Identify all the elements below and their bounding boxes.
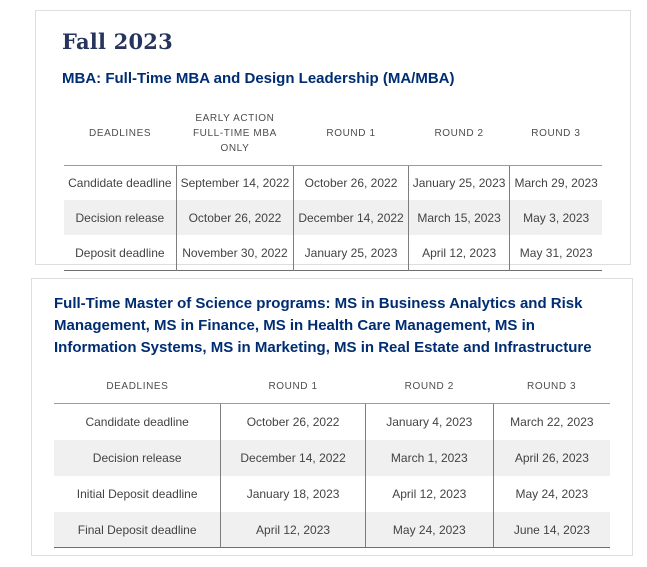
date-cell: May 24, 2023 xyxy=(364,511,494,548)
date-cell: January 25, 2023 xyxy=(293,235,409,271)
date-cell: March 29, 2023 xyxy=(509,165,602,201)
table-row-candidate-deadline: Candidate deadline October 26, 2022 Janu… xyxy=(54,403,610,440)
term-title: Fall 2023 xyxy=(62,29,173,54)
date-cell: April 12, 2023 xyxy=(220,511,366,548)
column-header-deadlines: DEADLINES xyxy=(64,101,177,166)
column-header-round-3: ROUND 3 xyxy=(509,101,602,166)
row-label-cell: Candidate deadline xyxy=(68,176,172,190)
mba-table-header-row: DEADLINES EARLY ACTION FULL-TIME MBA ONL… xyxy=(64,101,602,166)
date-cell: March 15, 2023 xyxy=(407,200,510,236)
column-header-early-action: EARLY ACTION FULL-TIME MBA ONLY xyxy=(176,101,294,166)
date-cell: June 14, 2023 xyxy=(492,511,610,548)
row-label-cell: Candidate deadline xyxy=(85,415,189,429)
ms-deadlines-table: DEADLINES ROUND 1 ROUND 2 ROUND 3 Candid… xyxy=(54,370,610,549)
mba-section-heading: MBA: Full-Time MBA and Design Leadership… xyxy=(62,70,455,87)
table-row-deposit-deadline: Deposit deadline November 30, 2022 Janua… xyxy=(64,235,602,271)
mba-deadlines-table: DEADLINES EARLY ACTION FULL-TIME MBA ONL… xyxy=(64,101,602,271)
ms-table-header-row: DEADLINES ROUND 1 ROUND 2 ROUND 3 xyxy=(54,370,610,405)
ms-section-heading: Full-Time Master of Science programs: MS… xyxy=(54,295,592,356)
column-header-round-2: ROUND 2 xyxy=(408,101,510,166)
row-label-cell: Initial Deposit deadline xyxy=(76,486,198,501)
date-cell: May 24, 2023 xyxy=(492,475,610,512)
date-cell: January 4, 2023 xyxy=(364,403,494,440)
column-header-deadlines: DEADLINES xyxy=(54,370,221,405)
row-label-cell: Decision release xyxy=(75,210,165,225)
mba-deadlines-card: Fall 2023 MBA: Full-Time MBA and Design … xyxy=(35,10,631,271)
row-label-cell: Deposit deadline xyxy=(75,245,165,260)
date-cell: October 26, 2022 xyxy=(220,403,366,440)
date-cell: April 12, 2023 xyxy=(364,475,494,512)
date-cell: December 14, 2022 xyxy=(220,439,366,476)
column-header-round-1: ROUND 1 xyxy=(220,370,366,405)
date-cell: March 1, 2023 xyxy=(364,439,494,476)
date-cell: November 30, 2022 xyxy=(175,235,294,271)
date-cell: April 26, 2023 xyxy=(492,439,610,476)
column-header-round-3: ROUND 3 xyxy=(493,370,610,405)
column-header-round-2: ROUND 2 xyxy=(365,370,494,405)
table-row-final-deposit-deadline: Final Deposit deadline April 12, 2023 Ma… xyxy=(54,511,610,548)
date-cell: September 14, 2022 xyxy=(175,165,294,201)
date-cell: April 12, 2023 xyxy=(407,235,510,271)
ms-deadlines-card: Full-Time Master of Science programs: MS… xyxy=(31,278,633,556)
date-cell: December 14, 2022 xyxy=(293,200,409,236)
date-cell: May 3, 2023 xyxy=(509,200,602,236)
table-row-decision-release: Decision release December 14, 2022 March… xyxy=(54,439,610,476)
date-cell: March 22, 2023 xyxy=(492,403,610,440)
row-label-cell: Final Deposit deadline xyxy=(77,522,197,537)
table-row-candidate-deadline: Candidate deadline September 14, 2022 Oc… xyxy=(64,165,602,201)
date-cell: January 18, 2023 xyxy=(220,475,366,512)
date-cell: October 26, 2022 xyxy=(175,200,294,236)
row-label-cell: Decision release xyxy=(92,450,182,465)
date-cell: October 26, 2022 xyxy=(293,165,409,201)
column-header-round-1: ROUND 1 xyxy=(293,101,409,166)
date-cell: May 31, 2023 xyxy=(509,235,602,271)
table-row-decision-release: Decision release October 26, 2022 Decemb… xyxy=(64,200,602,236)
table-row-initial-deposit-deadline: Initial Deposit deadline January 18, 202… xyxy=(54,475,610,512)
date-cell: January 25, 2023 xyxy=(407,165,510,201)
